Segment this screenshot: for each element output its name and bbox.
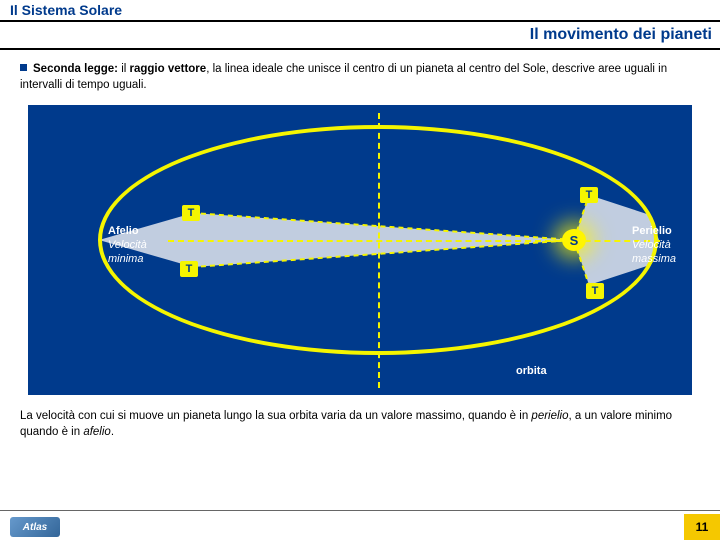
law-emph: raggio vettore — [130, 63, 207, 75]
perielio-title: Perielio — [632, 225, 672, 237]
page-number: 11 — [684, 514, 720, 540]
perielio-line1: Velocità — [632, 239, 671, 251]
t-marker: T — [180, 261, 198, 277]
t-marker: T — [586, 283, 604, 299]
afelio-title: Afelio — [108, 225, 139, 237]
t-marker: T — [182, 205, 200, 221]
logo: Atlas — [10, 517, 60, 537]
header-bar: Il Sistema Solare — [0, 0, 720, 22]
law-before: il — [118, 63, 130, 75]
perielio-line2: massima — [632, 253, 676, 265]
afelio-line1: Velocità — [108, 239, 147, 251]
bottom-t1: La velocità con cui si muove un pianeta … — [20, 410, 531, 422]
subheader-bar: Il movimento dei pianeti — [0, 22, 720, 50]
afelio-line2: minima — [108, 253, 143, 265]
logo-icon: Atlas — [10, 517, 60, 537]
perielio-label: Perielio Velocità massima — [632, 225, 676, 266]
bottom-perielio: perielio — [531, 410, 568, 422]
subheader-title: Il movimento dei pianeti — [530, 26, 712, 44]
afelio-label: Afelio Velocità minima — [108, 225, 147, 266]
bottom-t3: . — [111, 426, 114, 438]
footer-line — [0, 510, 720, 511]
content: Seconda legge: il raggio vettore, la lin… — [0, 50, 720, 395]
footer: Atlas 11 — [0, 510, 720, 540]
law-prefix: Seconda legge: — [33, 63, 118, 75]
diagram: S T T T T Afelio Velocità minima Perieli… — [28, 105, 692, 395]
bottom-text: La velocità con cui si muove un pianeta … — [0, 395, 720, 440]
t-marker: T — [580, 187, 598, 203]
orbita-label: orbita — [516, 365, 547, 377]
bottom-afelio: afelio — [83, 426, 111, 438]
bullet-icon — [20, 64, 27, 71]
sun-marker: S — [562, 229, 586, 251]
law-text: Seconda legge: il raggio vettore, la lin… — [20, 62, 700, 93]
header-title: Il Sistema Solare — [0, 2, 122, 18]
